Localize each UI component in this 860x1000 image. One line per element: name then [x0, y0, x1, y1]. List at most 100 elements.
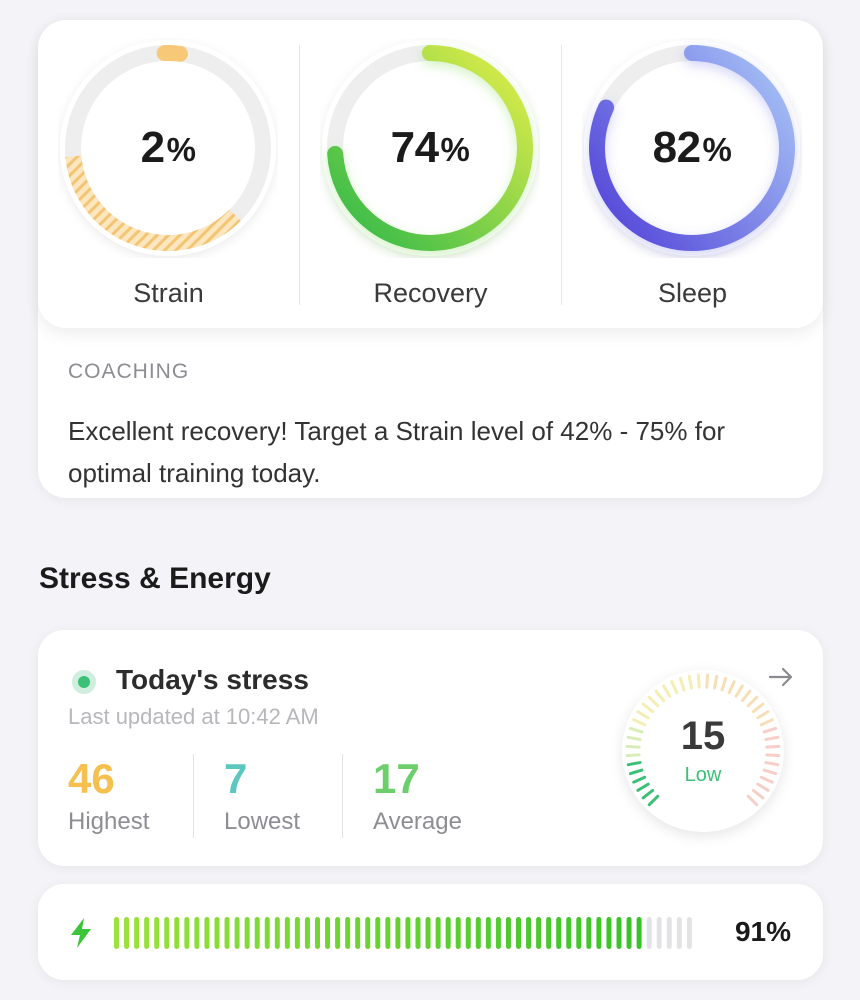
energy-bar-segment [616, 917, 622, 949]
energy-bar-segment [164, 917, 170, 949]
gauge-tick [756, 710, 770, 720]
gauge-tick [636, 710, 650, 720]
energy-bar-segment [375, 917, 381, 949]
energy-bar-segment [686, 917, 692, 949]
stat-highest-label: Highest [68, 808, 150, 835]
gauge-tick [756, 782, 770, 792]
recovery-ring: 74% [320, 38, 540, 258]
energy-bar-segment [244, 917, 250, 949]
energy-bar-segment [516, 917, 521, 949]
column-divider [561, 45, 562, 305]
strain-unit: % [166, 131, 196, 168]
energy-bar-segment [566, 917, 572, 949]
energy-bar-segment [526, 917, 532, 949]
stress-gauge-value: 15 [680, 714, 726, 758]
energy-bar-segment [144, 917, 150, 949]
strain-ring-graphic [60, 40, 276, 256]
gauge-tick [636, 782, 650, 792]
gauge-tick [751, 788, 765, 800]
recovery-ring-column[interactable]: 74% Recovery [300, 20, 561, 328]
arrow-right-icon[interactable] [766, 662, 796, 692]
energy-bar-segment [465, 917, 471, 949]
energy-bar-segment [405, 917, 411, 949]
gauge-tick [654, 689, 666, 703]
recovery-unit: % [440, 131, 470, 168]
energy-bar-segment [495, 917, 501, 949]
recovery-number: 74 [390, 123, 439, 172]
stress-card[interactable]: Today's stress Last updated at 10:42 AM … [38, 630, 823, 866]
gauge-tick [705, 673, 710, 689]
energy-bar-segment [666, 917, 672, 949]
energy-bar-segment [315, 917, 320, 949]
stress-gauge-level: Low [684, 764, 722, 786]
recovery-label: Recovery [373, 278, 488, 308]
gauge-tick [740, 689, 752, 703]
energy-bar-segment [556, 917, 562, 949]
energy-bar-segment [294, 917, 300, 949]
energy-bar-segment [425, 917, 431, 949]
gauge-tick [746, 794, 759, 807]
gauge-tick [764, 761, 780, 767]
energy-bar-segment [646, 917, 652, 949]
stat-average: 17 Average [373, 754, 462, 836]
sleep-unit: % [702, 131, 732, 168]
gauge-tick [641, 788, 655, 800]
last-updated-text: Last updated at 10:42 AM [68, 704, 319, 729]
strain-number: 2 [140, 123, 165, 172]
energy-bar-segment [546, 917, 552, 949]
sleep-ring-graphic [584, 40, 800, 256]
energy-bar-segment [485, 917, 491, 949]
energy-bar-segment [204, 917, 210, 949]
strain-value: 2% [58, 38, 278, 258]
energy-level-bar [114, 917, 692, 949]
sleep-ring-column[interactable]: 82% Sleep [562, 20, 823, 328]
stat-average-label: Average [373, 808, 462, 835]
gauge-tick [727, 680, 736, 695]
energy-bar-segment [134, 917, 140, 949]
strain-ring: 2% [58, 38, 278, 258]
energy-bar-segment [576, 917, 582, 949]
energy-bar-segment [536, 917, 542, 949]
energy-bar-segment [445, 917, 451, 949]
energy-bar-segment [395, 917, 401, 949]
energy-bar-segment [626, 917, 632, 949]
energy-bar-segment [154, 917, 160, 949]
energy-bar-segment [234, 917, 240, 949]
energy-bar-segment [636, 917, 642, 949]
sleep-value: 82% [582, 38, 802, 258]
energy-bar-segment [606, 917, 612, 949]
gauge-tick [632, 718, 647, 727]
energy-bar-segment [385, 917, 391, 949]
energy-card[interactable]: 91% [38, 884, 823, 980]
strain-ring-column[interactable]: 2% Strain [38, 20, 299, 328]
energy-bar-segment [586, 917, 592, 949]
gauge-tick [647, 794, 660, 807]
strain-label: Strain [133, 278, 204, 308]
energy-bar-segment [596, 917, 602, 949]
gauge-tick [751, 702, 765, 714]
energy-bar-segment [254, 917, 260, 949]
energy-bar-segment [264, 917, 270, 949]
gauge-tick [764, 735, 780, 741]
energy-bar-segment [124, 917, 130, 949]
stat-lowest-value: 7 [224, 755, 248, 802]
energy-bar-segment [114, 917, 119, 949]
gauge-tick [628, 726, 644, 734]
rings-panel: 2% Strain [38, 20, 823, 328]
energy-bar-segment [345, 917, 351, 949]
gauge-tick [759, 718, 774, 727]
section-title: Stress & Energy [39, 562, 271, 595]
energy-bar-segment [194, 917, 200, 949]
stat-average-value: 17 [373, 755, 420, 802]
energy-bar-segment [224, 917, 230, 949]
stress-gauge-ticks [625, 673, 781, 807]
lightning-bolt-icon [71, 918, 91, 948]
stress-gauge: 15 Low [622, 670, 784, 832]
gauge-tick [662, 684, 672, 698]
recovery-ring-graphic [322, 40, 538, 256]
stat-lowest-label: Lowest [224, 808, 301, 835]
stress-title: Today's stress [116, 664, 309, 695]
sleep-number: 82 [652, 123, 701, 172]
energy-bar-segment [435, 917, 441, 949]
energy-bar-segment [304, 917, 310, 949]
